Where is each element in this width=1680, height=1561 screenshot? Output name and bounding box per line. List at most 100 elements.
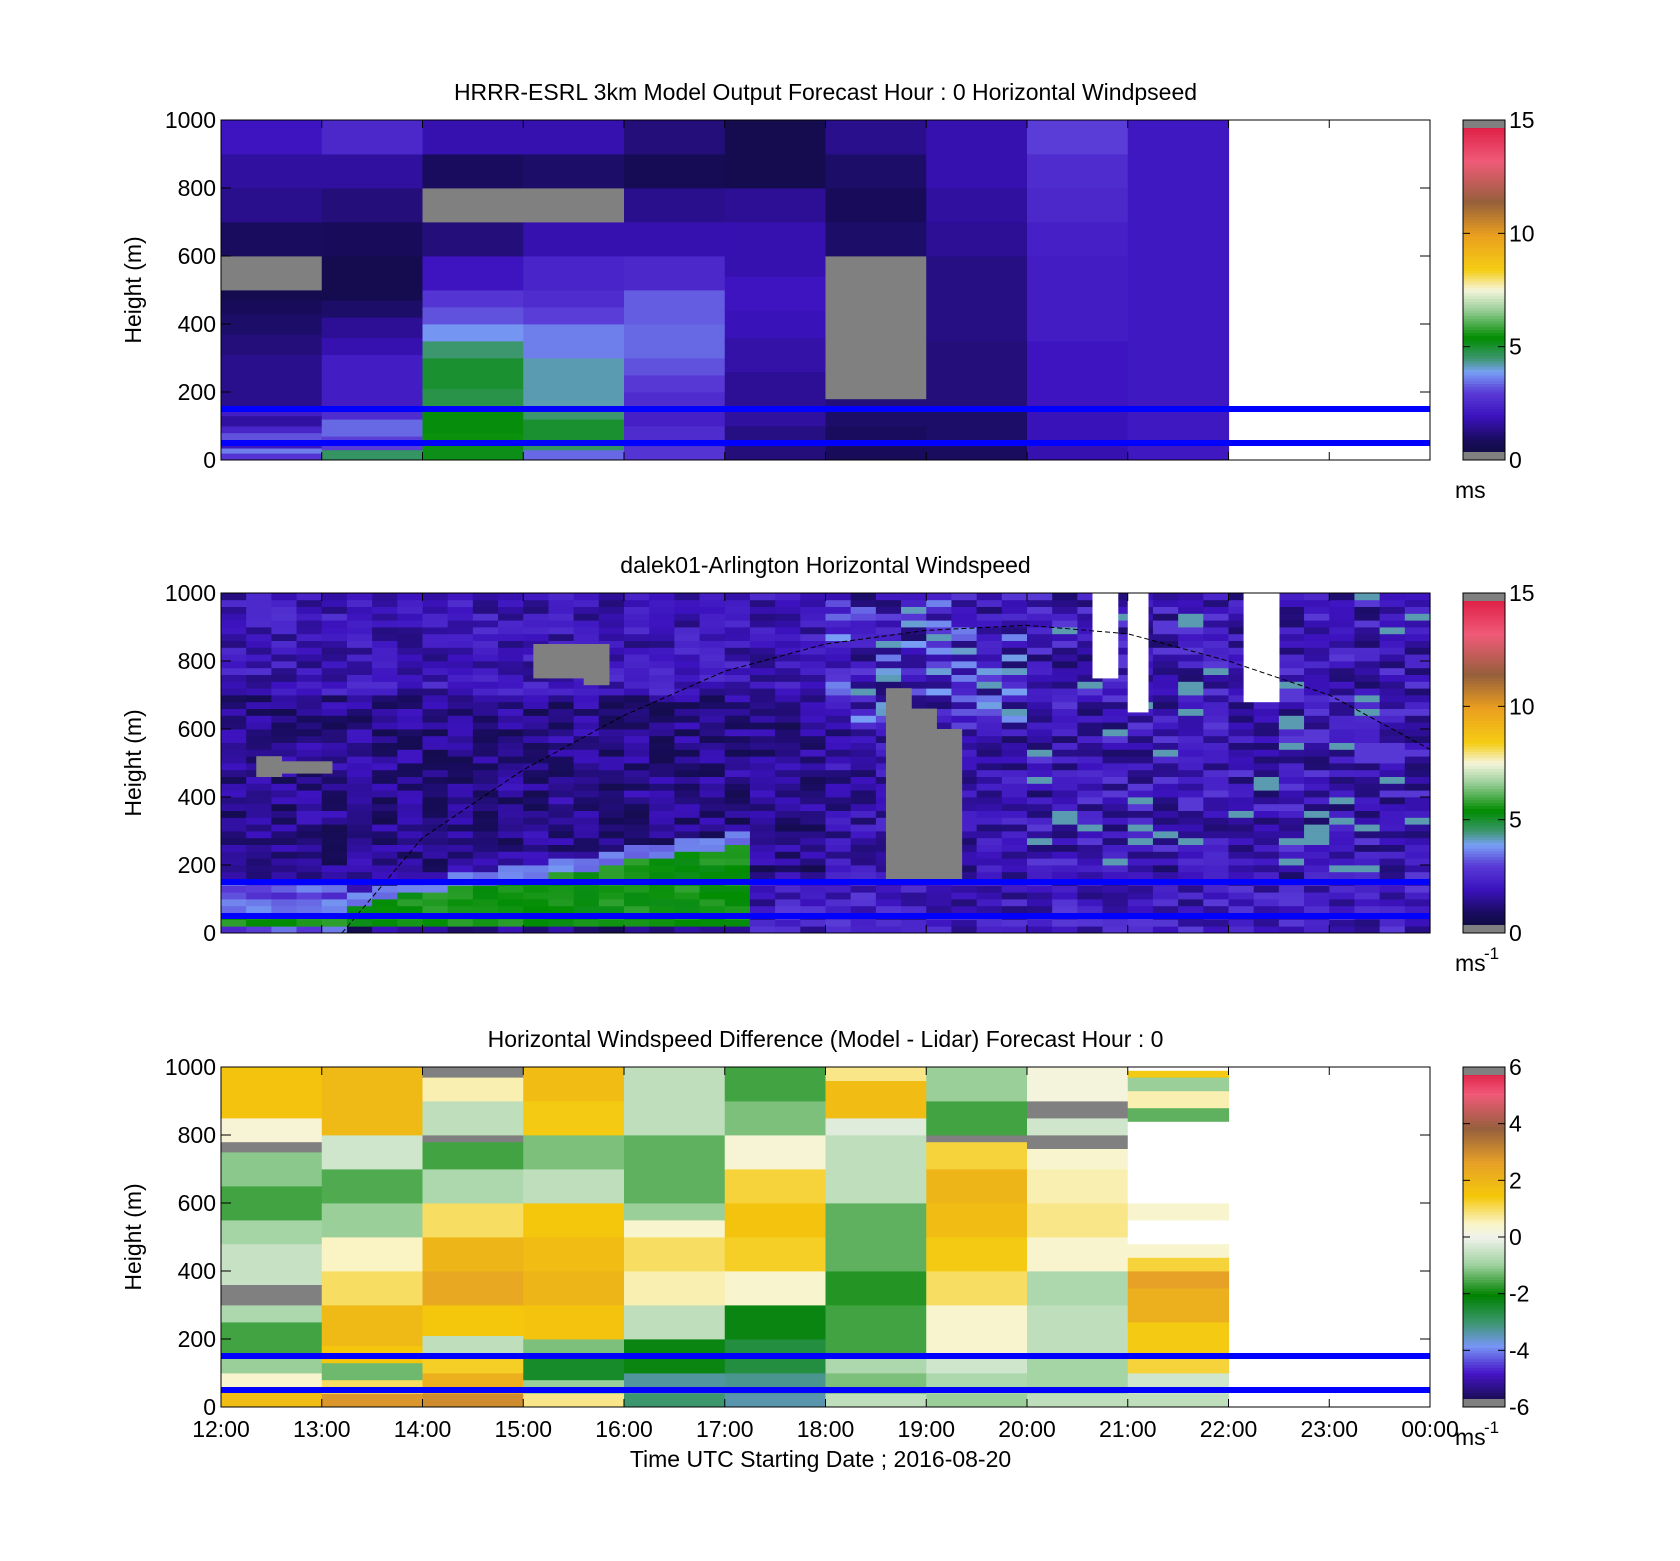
heatmap-cell [1178,633,1204,641]
heatmap-cell [850,674,877,682]
heatmap-cell [1354,871,1381,879]
heatmap-cell [951,722,978,730]
heatmap-cell [951,824,978,832]
heatmap-cell [699,654,726,662]
heatmap-cell [372,742,398,750]
heatmap-cell [472,667,499,675]
heatmap-cell [1152,919,1179,927]
colorbar-swatch [1463,774,1505,778]
heatmap-cell [1077,681,1104,689]
heatmap-cell [624,695,650,703]
heatmap-cell [850,919,877,927]
heatmap-cell [825,647,852,655]
colorbar-swatch [1463,1350,1505,1354]
colorbar-swatch [1463,171,1505,175]
heatmap-cell [724,606,751,614]
heatmap-cell [699,599,726,607]
heatmap-cell [221,354,323,406]
colorbar-swatch [1463,1084,1505,1088]
heatmap-cell [624,290,726,325]
heatmap-cell [724,681,751,689]
heatmap-cell [523,783,550,791]
colorbar-swatch [1463,1225,1505,1229]
heatmap-cell [1027,640,1053,648]
heatmap-cell [447,892,474,900]
heatmap-cell [951,797,978,805]
heatmap-cell [699,810,726,818]
heatmap-cell [1253,715,1280,723]
heatmap-cell [875,674,902,682]
colorbar-swatch [1463,389,1505,393]
heatmap-cell [951,803,978,811]
heatmap-cell [1052,797,1078,805]
heatmap-cell [724,640,751,648]
colorbar-tick-label: 0 [1509,920,1522,946]
heatmap-cell [1379,803,1406,811]
heatmap-cell [749,817,776,825]
heatmap-cell [1127,899,1154,907]
heatmap-cell [1304,905,1330,913]
colorbar-swatch [1463,876,1505,880]
heatmap-cell [1152,803,1179,811]
heatmap-cell [472,729,499,737]
heatmap-cell [1001,892,1028,900]
heatmap-cell [951,674,978,682]
y-tick-label: 200 [178,379,216,405]
colorbar-swatch [1463,375,1505,379]
heatmap-cell [1178,620,1204,628]
heatmap-cell [926,892,953,900]
heatmap-cell [548,892,575,900]
heatmap-cell [800,926,827,934]
heatmap-cell [624,599,650,607]
heatmap-cell [1001,749,1028,757]
colorbar-swatch [1463,1305,1505,1309]
heatmap-cell [724,701,751,709]
heatmap-cell [1001,742,1028,750]
colorbar-tick-label: 6 [1509,1054,1522,1080]
heatmap-cell [624,120,726,155]
colorbar-swatch [1463,312,1505,316]
heatmap-cell [926,899,953,907]
heatmap-cell [296,756,323,764]
heatmap-cell [1052,606,1078,614]
heatmap-cell [271,844,298,852]
heatmap-cell [573,688,600,696]
heatmap-cell [1329,715,1356,723]
heatmap-cell [1052,722,1078,730]
colorbar-swatch [1463,275,1505,280]
heatmap-cell [1152,667,1179,675]
heatmap-cell [1203,899,1230,907]
heatmap-cell [1027,831,1053,839]
heatmap-cell [825,844,852,852]
colorbar-swatch [1463,250,1505,254]
heatmap-cell [422,647,449,655]
heatmap-cell [573,824,600,832]
colorbar-swatch [1463,893,1505,897]
heatmap-cell [1379,674,1406,682]
heatmap-cell [1278,681,1305,689]
heatmap-cell [422,307,524,325]
heatmap-cell [1001,681,1028,689]
heatmap-cell [372,729,398,737]
heatmap-cell [523,885,550,893]
heatmap-cell [850,613,877,621]
heatmap-cell [1354,620,1381,628]
heatmap-cell [699,817,726,825]
heatmap-cell [1102,715,1129,723]
heatmap-cell [1001,661,1028,669]
colorbar-swatch [1463,151,1505,155]
heatmap-cell [850,899,877,907]
heatmap-cell [825,688,852,696]
heatmap-cell [825,742,852,750]
colorbar-swatch [1463,383,1505,387]
heatmap-cell [624,633,650,641]
heatmap-cell [926,1141,1028,1170]
heatmap-cell [976,783,1003,791]
colorbar-swatch [1463,1282,1505,1286]
heatmap-cell [372,837,398,845]
heatmap-cell [1228,674,1255,682]
heatmap-cell [321,742,348,750]
heatmap-cell [221,817,247,825]
heatmap-cell [1278,627,1305,635]
